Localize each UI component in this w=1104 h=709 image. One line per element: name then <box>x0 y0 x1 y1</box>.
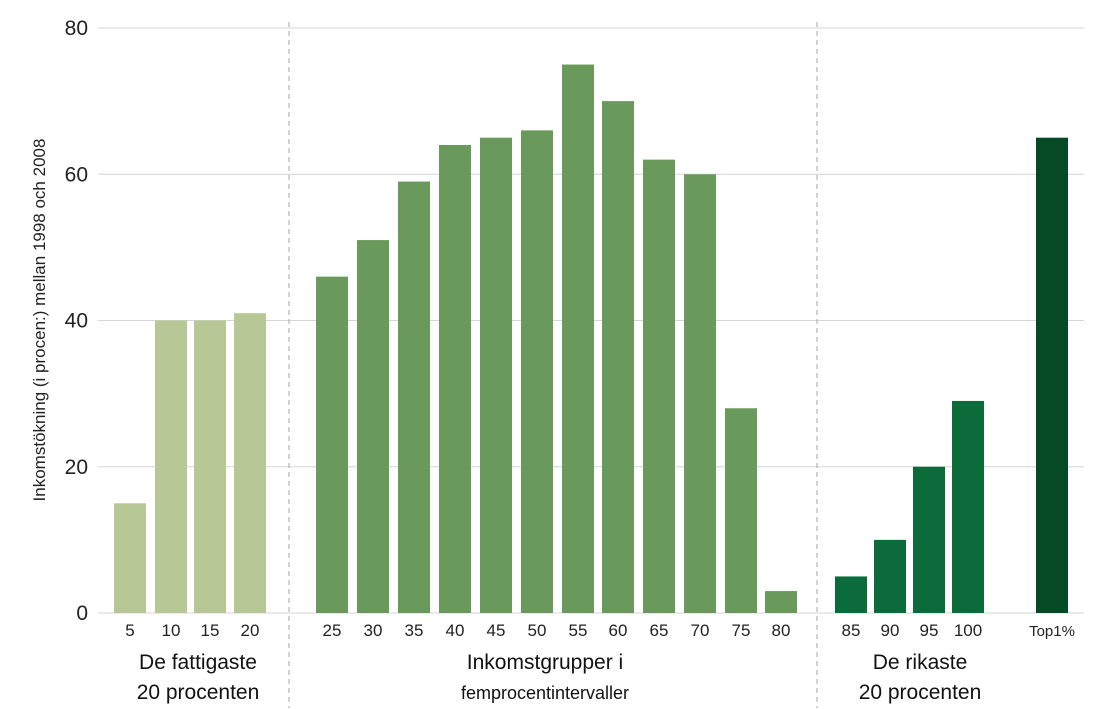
bar-45 <box>480 137 512 613</box>
x-tick-label-45: 45 <box>487 621 506 640</box>
y-tick-labels: 0 20 40 60 80 <box>65 17 88 625</box>
x-tick-label-55: 55 <box>569 621 588 640</box>
y-tick-label-20: 20 <box>65 456 88 479</box>
x-tick-label-25: 25 <box>323 621 342 640</box>
bar-Top1% <box>1036 137 1068 613</box>
group-label-richest-line2: 20 procenten <box>858 681 982 704</box>
x-tick-label-15: 15 <box>201 621 220 640</box>
y-tick-label-40: 40 <box>65 310 88 333</box>
group-label-middle: Inkomstgrupper i femprocentintervaller <box>400 648 690 708</box>
x-tick-label-100: 100 <box>954 621 982 640</box>
bar-40 <box>439 145 471 613</box>
group-label-richest-line1: De rikaste <box>872 651 968 674</box>
x-tick-label-80: 80 <box>772 621 791 640</box>
group-label-richest: De rikaste 20 procenten <box>820 648 1020 708</box>
x-tick-label-90: 90 <box>881 621 900 640</box>
bar-25 <box>316 276 348 613</box>
bar-60 <box>602 101 634 613</box>
bar-95 <box>913 466 945 613</box>
group-label-middle-line1: Inkomstgrupper i <box>466 651 624 674</box>
x-tick-label-75: 75 <box>732 621 751 640</box>
bar-10 <box>155 320 187 613</box>
bar-50 <box>521 130 553 613</box>
bar-5 <box>114 503 146 613</box>
y-tick-label-0: 0 <box>76 602 88 625</box>
x-tick-label-60: 60 <box>609 621 628 640</box>
x-tick-label-20: 20 <box>241 621 260 640</box>
bar-15 <box>194 320 226 613</box>
bar-70 <box>684 174 716 613</box>
bar-75 <box>725 408 757 613</box>
bar-80 <box>765 591 797 613</box>
bar-90 <box>874 539 906 613</box>
x-tick-label-35: 35 <box>405 621 424 640</box>
bar-65 <box>643 159 675 613</box>
x-tick-label-50: 50 <box>528 621 547 640</box>
y-tick-label-60: 60 <box>65 163 88 186</box>
x-tick-label-95: 95 <box>920 621 939 640</box>
bar-100 <box>952 400 984 613</box>
x-tick-labels: 5 10 15 20 25 30 35 40 45 50 55 60 65 70 75 80 85 90 95 100… <box>125 621 1075 640</box>
x-tick-label-70: 70 <box>691 621 710 640</box>
group-label-poorest: De fattigaste 20 procenten <box>98 648 298 708</box>
group-label-middle-line2: femprocentintervaller <box>460 683 630 703</box>
bars <box>114 64 1068 613</box>
x-tick-label-85: 85 <box>842 621 861 640</box>
x-tick-label-40: 40 <box>446 621 465 640</box>
group-separators <box>288 22 818 708</box>
x-tick-label-10: 10 <box>162 621 181 640</box>
bar-20 <box>234 313 266 613</box>
bar-35 <box>398 181 430 613</box>
y-tick-label-80: 80 <box>65 17 88 40</box>
x-tick-label-5: 5 <box>125 621 134 640</box>
x-tick-label-65: 65 <box>650 621 669 640</box>
x-tick-label-30: 30 <box>364 621 383 640</box>
group-label-poorest-line2: 20 procenten <box>136 681 260 704</box>
x-tick-label-Top1%: Top1% <box>1029 623 1075 640</box>
bar-30 <box>357 240 389 613</box>
bar-85 <box>835 576 867 613</box>
y-axis-label: Inkomstökning (i procen:) mellan 1998 oc… <box>30 138 49 502</box>
bar-55 <box>562 64 594 613</box>
group-label-poorest-line1: De fattigaste <box>139 651 257 674</box>
